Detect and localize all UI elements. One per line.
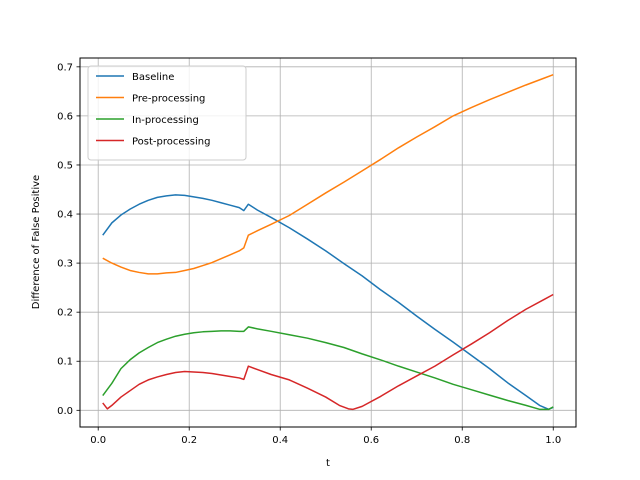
axis-ticks: 0.0 0.2 0.4 0.6 0.8 1.0 0.0 0.1 0.2 0.3 0.4 0.5 0.6 0… (57, 62, 561, 446)
y-tick-label: 0.3 (57, 259, 73, 270)
x-tick-label: 0.0 (90, 435, 106, 446)
legend-label-pre-processing: Pre-processing (132, 94, 205, 105)
x-tick-label: 0.4 (272, 435, 288, 446)
series-line-pre-processing (102, 73, 554, 275)
y-tick-label: 0.6 (57, 111, 73, 122)
legend-label-in-processing: In-processing (132, 115, 199, 126)
series-line-in-processing (102, 326, 554, 411)
legend-box (87, 65, 247, 161)
y-tick-label: 0.7 (57, 62, 73, 73)
legend-label-post-processing: Post-processing (132, 137, 210, 148)
legend: Baseline Pre-processing In-processing Post-… (87, 65, 247, 161)
x-tick-label: 0.2 (181, 435, 197, 446)
y-axis-label: Difference of False Positive (31, 175, 42, 309)
x-tick-label: 0.6 (363, 435, 379, 446)
y-tick-label: 0.0 (57, 406, 73, 417)
y-tick-label: 0.2 (57, 308, 73, 319)
grid (80, 58, 576, 427)
y-tick-label: 0.4 (57, 210, 73, 221)
series-line-post-processing (102, 293, 554, 411)
y-tick-label: 0.1 (57, 357, 73, 368)
x-tick-label: 0.8 (454, 435, 470, 446)
series-lines (102, 73, 554, 411)
plot-frame (79, 57, 577, 428)
series-line-baseline (102, 194, 554, 411)
legend-label-baseline: Baseline (132, 72, 174, 83)
x-axis-label: t (326, 458, 330, 469)
y-tick-label: 0.5 (57, 160, 73, 171)
x-tick-label: 1.0 (545, 435, 561, 446)
